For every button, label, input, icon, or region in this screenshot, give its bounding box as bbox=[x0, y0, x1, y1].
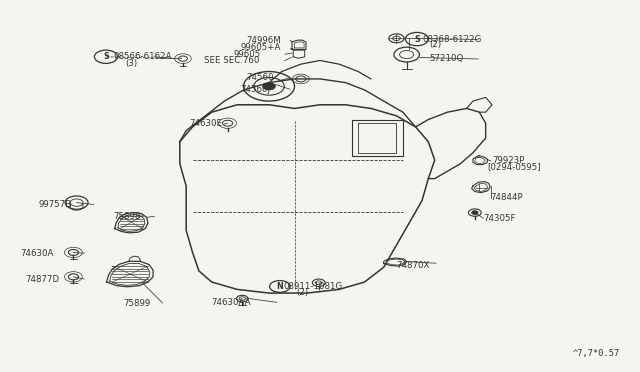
Text: 74630AA: 74630AA bbox=[212, 298, 251, 307]
Text: 74877D: 74877D bbox=[26, 275, 60, 283]
Text: 79923P: 79923P bbox=[492, 155, 524, 165]
Text: 99757B: 99757B bbox=[38, 200, 72, 209]
Text: (3): (3) bbox=[125, 58, 138, 68]
Text: 74560J: 74560J bbox=[241, 85, 270, 94]
Text: 74996M: 74996M bbox=[246, 36, 282, 45]
Circle shape bbox=[262, 83, 275, 90]
Text: 99605: 99605 bbox=[234, 50, 261, 59]
Text: 75898: 75898 bbox=[113, 212, 140, 221]
Text: 74844P: 74844P bbox=[491, 193, 524, 202]
Text: ^7,7*0.57: ^7,7*0.57 bbox=[572, 349, 620, 358]
Text: 57210Q: 57210Q bbox=[429, 54, 464, 64]
Text: SEE SEC.760: SEE SEC.760 bbox=[204, 56, 259, 65]
Text: 08368-6122G: 08368-6122G bbox=[422, 35, 481, 44]
Text: S: S bbox=[103, 52, 109, 61]
Text: 99605+A: 99605+A bbox=[241, 43, 281, 52]
Text: 75899: 75899 bbox=[124, 299, 151, 308]
Text: [0294-0595]: [0294-0595] bbox=[487, 162, 541, 171]
Text: 74630E: 74630E bbox=[189, 119, 222, 128]
Circle shape bbox=[472, 211, 478, 214]
Text: 74305F: 74305F bbox=[483, 214, 516, 222]
Text: N: N bbox=[276, 282, 283, 291]
Text: 74560: 74560 bbox=[246, 73, 274, 82]
Text: 08566-6162A: 08566-6162A bbox=[113, 52, 172, 61]
Text: 08911-1081G: 08911-1081G bbox=[283, 282, 342, 291]
Text: 74630A: 74630A bbox=[20, 249, 54, 258]
Text: (2): (2) bbox=[429, 41, 442, 49]
Text: (2): (2) bbox=[296, 288, 308, 297]
Text: 74870X: 74870X bbox=[396, 261, 430, 270]
Text: S: S bbox=[414, 35, 420, 44]
